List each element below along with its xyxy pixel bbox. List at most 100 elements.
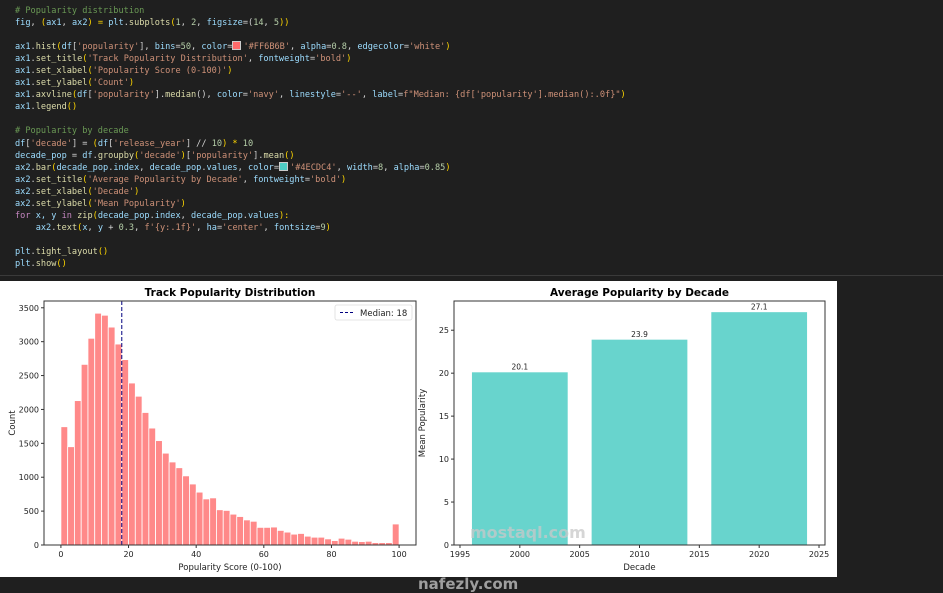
code-token: f"Median: {df['popularity'].median():.0f… <box>403 90 621 101</box>
code-token: mean <box>263 150 285 161</box>
code-token: ] // <box>185 138 212 149</box>
code-line: ax2.text(x, y + 0.3, f'{y:.1f}', ha='cen… <box>15 222 626 234</box>
decade-xlabel: Decade <box>623 563 655 573</box>
code-token: '#4ECDC4' <box>290 162 337 173</box>
code-token: . <box>201 162 207 173</box>
code-token: 'Decade' <box>92 186 135 197</box>
code-token: 'bold' <box>315 54 347 65</box>
histogram-bar <box>391 523 400 546</box>
histogram-bar <box>249 520 258 546</box>
code-token: ( <box>92 210 98 221</box>
code-token: ax2 <box>71 18 88 29</box>
decade-ytick-label: 5 <box>444 498 449 507</box>
code-token: . <box>30 102 36 113</box>
code-token: ( <box>170 18 176 29</box>
code-token: 'popularity' <box>77 42 140 53</box>
decade-xtick-label: 2020 <box>749 550 769 559</box>
hist-xtick-label: 100 <box>391 550 406 559</box>
code-token: + <box>103 222 119 233</box>
code-token: 'popularity' <box>191 150 254 161</box>
code-token: values <box>247 210 279 221</box>
histogram-bar <box>303 535 312 546</box>
code-token: # Popularity distribution <box>15 6 145 16</box>
code-token: y <box>97 222 104 233</box>
decade-ytick-label: 20 <box>439 369 449 378</box>
code-token: ( <box>82 174 88 185</box>
decade-xtick-label: 1995 <box>450 550 470 559</box>
code-token: , <box>180 18 192 29</box>
code-token: . <box>30 258 36 269</box>
decade-title: Average Popularity by Decade <box>550 287 729 299</box>
code-token: 'Average Popularity by Decade' <box>87 174 243 185</box>
code-token: ( <box>87 66 93 77</box>
code-token: = <box>66 150 83 161</box>
code-token: 'decade' <box>30 138 72 149</box>
hist-ytick-label: 3500 <box>19 304 39 313</box>
code-line <box>15 29 626 41</box>
code-line: plt.show() <box>15 258 626 270</box>
code-token: ( <box>134 150 140 161</box>
watermark-nafezly: nafezly.com <box>418 575 519 593</box>
histogram-bar <box>195 491 204 546</box>
histogram-bar <box>216 509 224 546</box>
histogram-bar <box>364 540 373 546</box>
code-token: zip <box>77 210 93 221</box>
histogram-bar <box>283 531 292 546</box>
histogram-bar <box>236 516 244 546</box>
code-token: = <box>326 42 332 53</box>
code-line: ax1.set_ylabel('Count') <box>15 77 626 89</box>
histogram-bar <box>87 337 96 546</box>
code-token: = <box>335 90 342 101</box>
code-token: . <box>30 78 36 89</box>
decade-bar-label: 23.9 <box>631 330 648 339</box>
code-token: . <box>30 162 36 173</box>
histogram-bar <box>331 540 339 546</box>
histogram-bar <box>134 395 143 546</box>
decade-ylabel: Mean Popularity <box>418 389 428 457</box>
code-token: ) <box>325 222 331 233</box>
code-token: bar <box>35 162 52 173</box>
code-line: # Popularity by decade <box>15 125 626 137</box>
code-token: in <box>61 210 72 221</box>
decade-bar-label: 20.1 <box>511 363 528 372</box>
code-token: fig <box>15 18 31 29</box>
code-token: . <box>30 90 36 101</box>
code-token: , <box>139 162 150 173</box>
code-token: . <box>30 42 36 53</box>
code-token: ) <box>180 150 186 161</box>
hist-ytick-label: 0 <box>34 541 39 550</box>
code-token: index <box>154 210 181 221</box>
code-token: ) <box>134 186 140 197</box>
code-token: plt <box>108 18 124 29</box>
code-token: . <box>30 186 36 197</box>
histogram-bar <box>270 526 278 546</box>
code-token: 'bold' <box>310 174 342 185</box>
code-token: , <box>247 54 259 65</box>
code-token: [ <box>71 42 78 53</box>
code-token: df <box>15 138 26 149</box>
decade-ytick-label: 10 <box>439 455 449 464</box>
decade-ytick-label: 0 <box>444 541 449 550</box>
code-token: ], <box>139 42 155 53</box>
histogram-bar <box>141 412 150 546</box>
code-token: hist <box>35 42 57 53</box>
code-token: () <box>66 102 78 113</box>
code-token: ax1 <box>15 78 31 89</box>
code-token: decade_pop <box>149 162 202 173</box>
histogram-bar <box>351 540 359 546</box>
code-token: 10 <box>211 138 223 149</box>
code-line: fig, (ax1, ax2) = plt.subplots(1, 2, fig… <box>15 17 626 29</box>
hist-ytick-label: 500 <box>24 507 39 516</box>
histogram-bar <box>290 533 299 546</box>
code-cell[interactable]: # Popularity distribution fig, (ax1, ax2)… <box>15 5 626 270</box>
histogram-bar <box>276 530 285 546</box>
code-token: values <box>206 162 238 173</box>
code-token: ax2 <box>15 174 31 185</box>
code-token: 'navy' <box>247 90 279 101</box>
code-token: , <box>263 18 274 29</box>
histogram-bar <box>80 363 89 546</box>
code-line: ax1.legend() <box>15 101 626 113</box>
code-token: 50 <box>180 42 192 53</box>
code-line: ax1.hist(df['popularity'], bins=50, colo… <box>15 41 626 53</box>
code-token: 14 <box>253 18 264 29</box>
